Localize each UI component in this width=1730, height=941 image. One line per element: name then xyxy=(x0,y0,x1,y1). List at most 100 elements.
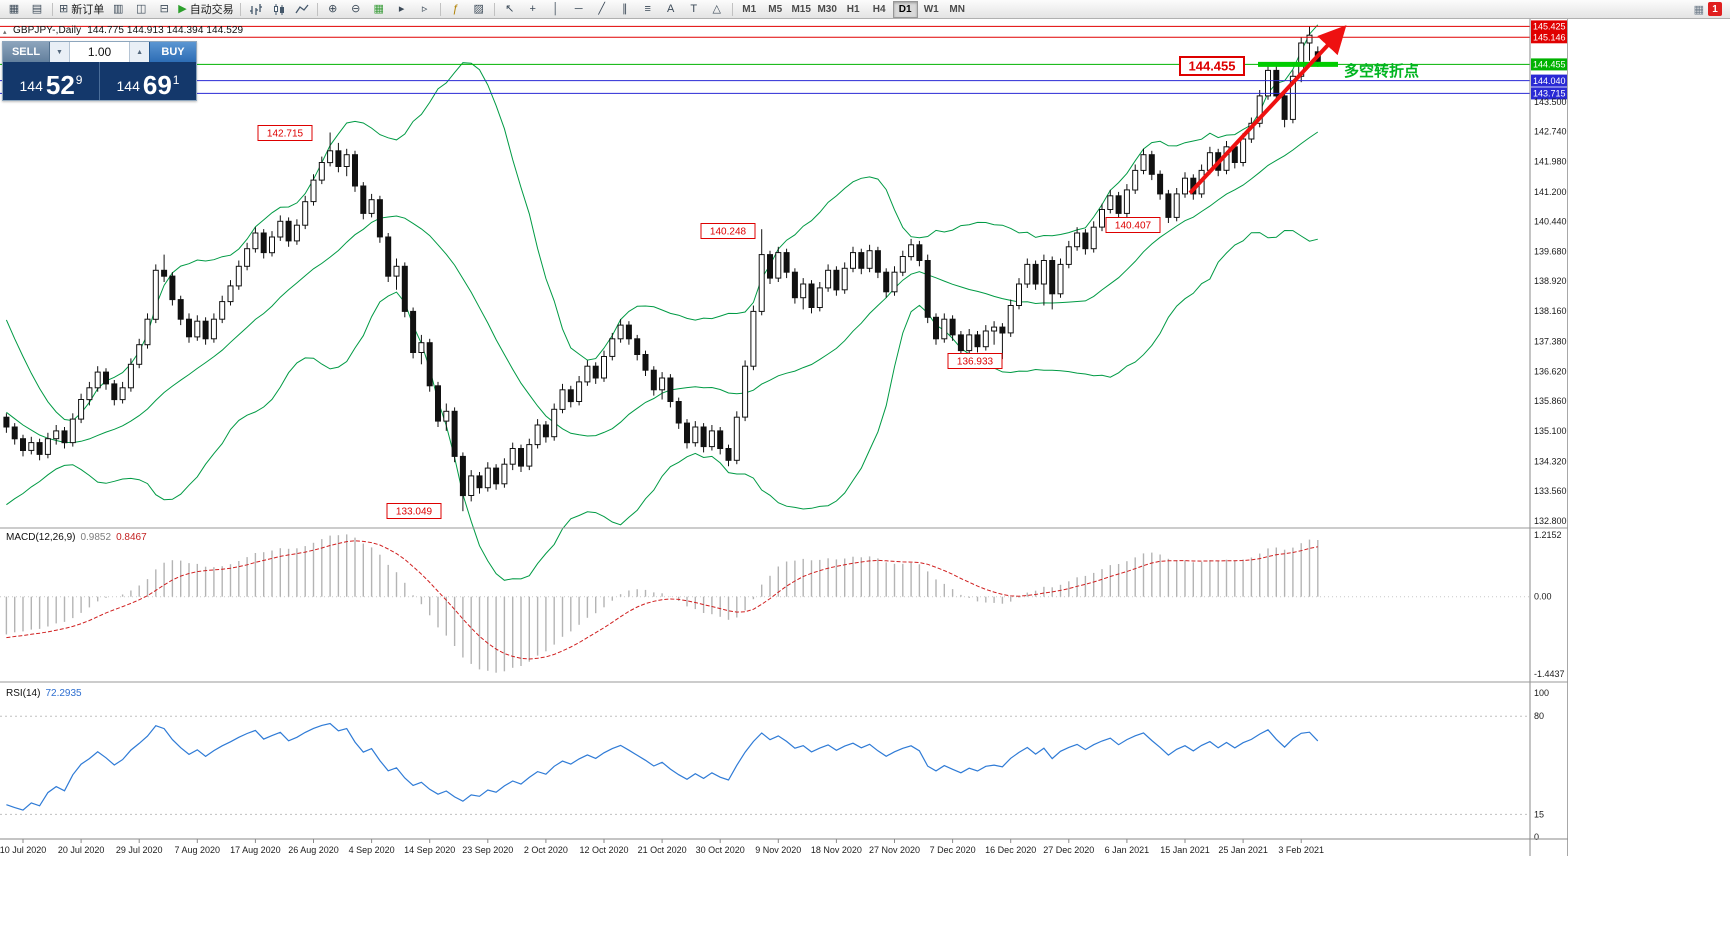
price-annotation-box[interactable] xyxy=(700,223,756,239)
chart-shift-glyph: ▹ xyxy=(421,2,428,15)
crosshair-icon[interactable]: + xyxy=(522,1,544,17)
templates-icon[interactable]: ▨ xyxy=(468,1,490,17)
auto-trading-glyph: ▶ xyxy=(178,2,187,15)
trendline-icon[interactable]: ╱ xyxy=(591,1,613,17)
new-order-icon[interactable]: ⊞ 新订单 xyxy=(57,1,106,17)
auto-scroll-glyph: ▸ xyxy=(398,2,405,15)
time-axis[interactable]: 10 Jul 2020 20 Jul 2020 29 Jul 2020 7 Aug 2… xyxy=(0,838,1568,855)
candlesticks xyxy=(3,26,1321,512)
svg-text:17 Aug 2020: 17 Aug 2020 xyxy=(230,845,281,855)
rsi-pane: 100 80 15 0 xyxy=(0,688,1549,842)
timeframe-m5-button[interactable]: M5 xyxy=(768,3,783,15)
zoom-out-icon[interactable]: ⊖ xyxy=(345,1,367,17)
axis-price-box xyxy=(1531,58,1567,71)
price-annotation-box[interactable] xyxy=(1105,217,1161,233)
fibonacci-icon[interactable]: ≡ xyxy=(637,1,659,17)
volume-decrease-button[interactable]: ▼ xyxy=(50,42,69,62)
ask-price[interactable]: 144 69 1 xyxy=(100,62,196,100)
timeframe-m15-button[interactable]: M15 xyxy=(791,3,811,15)
chart-grid-icon[interactable]: ▦ xyxy=(1693,3,1704,16)
indicators-glyph: ƒ xyxy=(452,2,459,15)
buy-button[interactable]: BUY xyxy=(149,42,196,62)
auto-scroll-icon[interactable]: ▸ xyxy=(391,1,413,17)
price-annotation-box[interactable] xyxy=(257,125,313,141)
rsi-label: RSI(14) 72.2935 xyxy=(6,688,82,699)
timeframe-mn-button[interactable]: MN xyxy=(949,3,965,15)
zoom-in-icon[interactable]: ⊕ xyxy=(322,1,344,17)
svg-text:136.933: 136.933 xyxy=(957,357,994,368)
svg-text:145.425: 145.425 xyxy=(1533,22,1566,32)
trend-arrow[interactable] xyxy=(1188,25,1347,195)
timeframe-d1-button[interactable]: D1 xyxy=(892,0,918,18)
svg-text:139.680: 139.680 xyxy=(1534,247,1567,257)
svg-text:30 Oct 2020: 30 Oct 2020 xyxy=(696,845,745,855)
bid-price[interactable]: 144 52 9 xyxy=(3,62,99,100)
label-icon[interactable]: T xyxy=(683,1,705,17)
svg-text:138.920: 138.920 xyxy=(1534,276,1567,286)
svg-text:80: 80 xyxy=(1534,711,1544,721)
horizontal-line-glyph: ─ xyxy=(574,2,583,15)
vertical-line-icon[interactable]: │ xyxy=(545,1,567,17)
volume-input[interactable]: 1.00 xyxy=(68,42,131,62)
rsi-value: 72.2935 xyxy=(45,688,82,699)
timeframe-m30-button[interactable]: M30 xyxy=(817,3,837,15)
text-icon[interactable]: A xyxy=(660,1,682,17)
chart-shift-icon[interactable]: ▹ xyxy=(414,1,436,17)
svg-text:0: 0 xyxy=(1534,832,1539,842)
volume-increase-button[interactable]: ▲ xyxy=(130,42,149,62)
new-chart-icon[interactable]: ▦ xyxy=(3,1,25,17)
rsi-name: RSI(14) xyxy=(6,688,41,699)
price-annotation-box[interactable] xyxy=(947,353,1003,369)
timeframe-w1-button[interactable]: W1 xyxy=(923,3,939,15)
data-window-icon[interactable]: ◫ xyxy=(130,1,152,17)
ohlc-values: 144.775 144.913 144.394 144.529 xyxy=(87,25,244,36)
indicators-icon[interactable]: ƒ xyxy=(445,1,467,17)
pane-separators xyxy=(0,527,1568,683)
bid-pips: 52 xyxy=(45,69,75,100)
svg-text:132.800: 132.800 xyxy=(1534,516,1567,526)
svg-text:100: 100 xyxy=(1534,688,1549,698)
sell-button[interactable]: SELL xyxy=(3,42,50,62)
market-watch-icon[interactable]: ▥ xyxy=(107,1,129,17)
price-axis[interactable]: 143.500 142.740 141.980 141.200 140.440 139.6… xyxy=(1529,19,1567,856)
collapse-subwindow-icon[interactable]: ▴ xyxy=(3,29,7,36)
chart-bars-icon[interactable] xyxy=(245,1,267,17)
timeframe-h1-button[interactable]: H1 xyxy=(846,3,860,15)
timeframe-h4-button[interactable]: H4 xyxy=(872,3,886,15)
svg-text:142.715: 142.715 xyxy=(267,129,304,140)
chart-window: 145.425 145.146 144.455 144.040 143.715 143.5… xyxy=(0,19,1568,856)
chart-candles-icon[interactable] xyxy=(268,1,290,17)
svg-text:140.440: 140.440 xyxy=(1534,217,1567,227)
crosshair-glyph: + xyxy=(529,2,536,15)
svg-text:136.620: 136.620 xyxy=(1534,366,1567,376)
shapes-icon[interactable]: △ xyxy=(706,1,728,17)
new-chart-glyph: ▦ xyxy=(8,2,20,15)
svg-text:140.407: 140.407 xyxy=(1115,221,1152,232)
price-annotation-box[interactable] xyxy=(1179,56,1245,76)
annotations[interactable]: 142.715 140.248 136.933 133.049 140.407 144.4… xyxy=(257,56,1245,519)
one-click-trading-panel: SELL ▼ 1.00 ▲ BUY 144 52 9 144 69 1 xyxy=(2,41,197,101)
horizontal-line-icon[interactable]: ─ xyxy=(568,1,590,17)
svg-text:10 Jul 2020: 10 Jul 2020 xyxy=(0,845,46,855)
ask-main: 144 xyxy=(116,78,140,94)
svg-text:135.100: 135.100 xyxy=(1534,426,1567,436)
price-annotation-box[interactable] xyxy=(386,503,442,519)
equidistant-channel-icon[interactable]: ∥ xyxy=(614,1,636,17)
tile-windows-icon[interactable]: ▦ xyxy=(368,1,390,17)
svg-text:9 Nov 2020: 9 Nov 2020 xyxy=(755,845,801,855)
timeframe-m1-button[interactable]: M1 xyxy=(742,3,757,15)
navigator-icon[interactable]: ⊟ xyxy=(153,1,175,17)
svg-text:145.146: 145.146 xyxy=(1533,33,1566,43)
chart-profiles-icon[interactable]: ▤ xyxy=(26,1,48,17)
svg-text:2 Oct 2020: 2 Oct 2020 xyxy=(524,845,568,855)
auto-trading-icon[interactable]: ▶ 自动交易 xyxy=(176,1,235,17)
svg-text:140.248: 140.248 xyxy=(710,227,747,238)
notification-badge[interactable]: 1 xyxy=(1708,2,1722,16)
cursor-icon[interactable]: ↖ xyxy=(499,1,521,17)
note-text[interactable]: 多空转折点 xyxy=(1344,62,1419,80)
svg-text:6 Jan 2021: 6 Jan 2021 xyxy=(1105,845,1150,855)
toolbar-right-group: ▦ 1 xyxy=(1694,2,1727,16)
chart-line-icon[interactable] xyxy=(291,1,313,17)
